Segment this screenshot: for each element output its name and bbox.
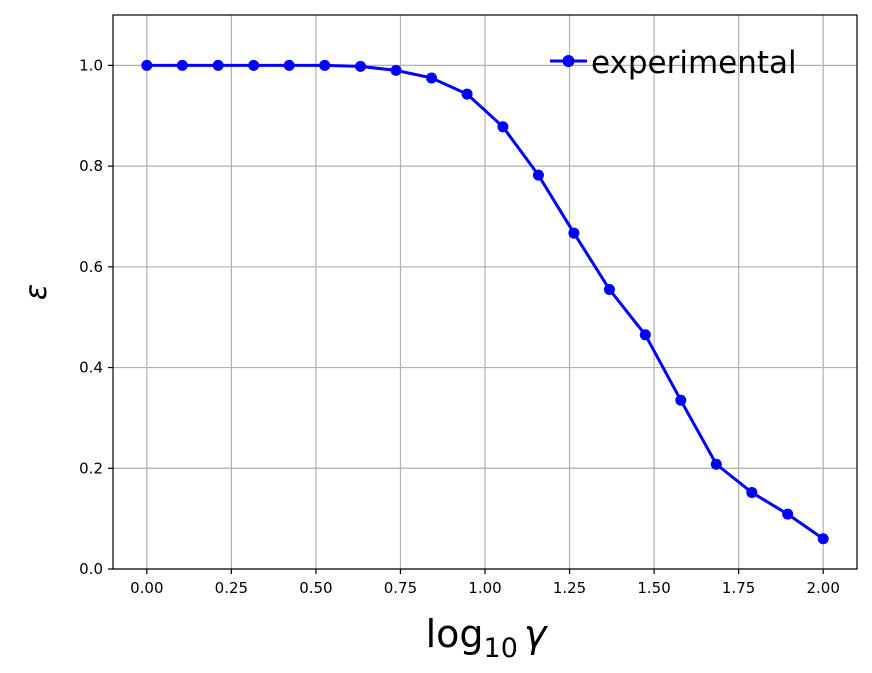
legend-marker-swatch xyxy=(562,55,575,67)
x-tick-label: 0.50 xyxy=(299,579,332,597)
legend: experimental xyxy=(550,45,797,81)
x-axis-label-log: log xyxy=(426,612,484,656)
data-point xyxy=(675,394,687,406)
x-axis-label-subscript: 10 xyxy=(484,633,518,664)
data-point xyxy=(141,59,153,71)
y-tick-label: 0.8 xyxy=(79,157,103,175)
data-point xyxy=(283,59,295,71)
x-tick-label: 1.25 xyxy=(553,579,586,597)
data-point xyxy=(461,88,473,100)
y-tick-label: 0.2 xyxy=(79,459,103,477)
x-tick-label: 1.50 xyxy=(637,579,670,597)
data-point xyxy=(426,72,438,84)
series-line-experimental xyxy=(146,63,825,541)
data-point xyxy=(176,59,188,71)
data-point xyxy=(746,486,758,498)
data-point xyxy=(319,59,331,71)
data-point xyxy=(782,508,794,520)
y-axis-label: ε xyxy=(19,284,54,300)
data-point xyxy=(817,533,829,545)
series-layer xyxy=(141,59,829,545)
x-axis-label: log10 γ xyxy=(426,612,549,664)
x-tick-label: 0.25 xyxy=(215,579,248,597)
y-tick-label: 0.6 xyxy=(79,258,103,276)
x-tick-label: 1.00 xyxy=(468,579,501,597)
x-tick-label: 0.75 xyxy=(384,579,417,597)
y-tick-label: 0.4 xyxy=(79,359,103,377)
ticks: 0.00 0.25 0.50 0.75 1.00 1.25 1.50 1.75 2.00 0.0 0… xyxy=(79,56,840,597)
data-point xyxy=(639,329,651,341)
x-tick-label: 1.75 xyxy=(722,579,755,597)
data-point xyxy=(355,60,367,72)
legend-label-experimental: experimental xyxy=(591,45,797,81)
data-point xyxy=(497,121,509,133)
data-point xyxy=(248,59,260,71)
data-point xyxy=(568,227,580,239)
grid-lines xyxy=(113,15,857,570)
data-point xyxy=(532,169,544,181)
data-point xyxy=(710,458,722,470)
data-point xyxy=(603,283,615,295)
x-axis-label-variable: γ xyxy=(524,612,549,656)
y-tick-label: 1.0 xyxy=(79,56,103,74)
x-tick-label: 0.00 xyxy=(130,579,163,597)
data-point xyxy=(212,59,224,71)
data-point xyxy=(390,64,402,76)
x-tick-label: 2.00 xyxy=(806,579,839,597)
y-tick-label: 0.0 xyxy=(79,560,103,578)
